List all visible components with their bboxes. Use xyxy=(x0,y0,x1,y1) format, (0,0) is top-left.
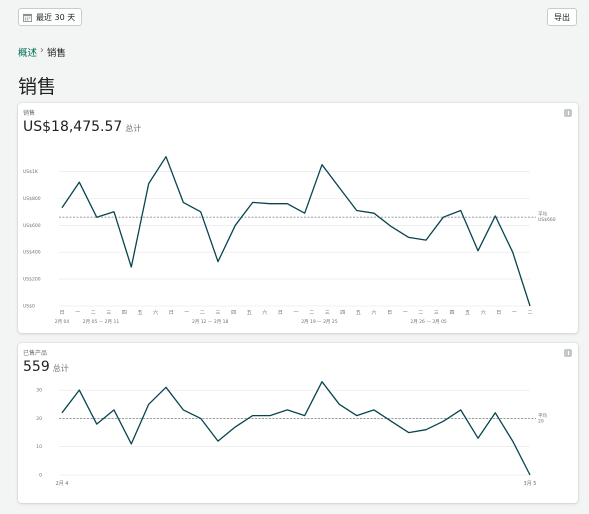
sales-chart-series-line xyxy=(61,156,531,307)
sales-total: US$18,475.57 总计 xyxy=(23,119,141,135)
sales-chart-weekday-tick: 二 xyxy=(91,310,96,316)
sales-chart-weekday-tick: 日 xyxy=(169,310,174,316)
calendar-icon xyxy=(23,13,32,22)
sales-chart-average-value: US$660 xyxy=(538,217,556,223)
sales-chart-date-tick: 2月 19 — 2月 25 xyxy=(301,319,338,325)
sales-chart-weekday-tick: 六 xyxy=(153,309,158,316)
sales-chart-y-tick-label: US$800 xyxy=(23,196,41,202)
breadcrumb: 概述 › 销售 xyxy=(18,45,66,59)
info-icon[interactable] xyxy=(564,349,572,357)
products-chart-average-label: 平均 xyxy=(538,412,547,419)
sales-chart-weekday-tick: 四 xyxy=(231,310,236,316)
sales-chart-weekday-tick: 六 xyxy=(371,309,376,316)
sales-chart-weekday-tick: 四 xyxy=(122,310,127,316)
breadcrumb-separator: › xyxy=(40,45,44,56)
date-range-label: 最近 30 天 xyxy=(36,12,76,22)
sales-chart-weekday-tick: 五 xyxy=(137,310,142,316)
sales-chart-average-label: 平均 xyxy=(538,211,547,218)
products-chart-average-value: 20 xyxy=(538,418,544,424)
products-chart-y-tick-label: 30 xyxy=(36,388,42,394)
sales-chart-weekday-tick: 一 xyxy=(512,310,517,316)
sales-chart-weekday-tick: 日 xyxy=(496,310,501,316)
products-chart-series-line xyxy=(61,381,531,476)
sales-card: 销售 US$18,475.57 总计 US$0 US$200 US$400 US$60… xyxy=(18,103,578,333)
info-icon[interactable] xyxy=(564,109,572,117)
sales-chart-weekday-tick: 三 xyxy=(215,310,220,316)
breadcrumb-overview-link[interactable]: 概述 xyxy=(18,48,38,59)
sales-chart-label: 销售 xyxy=(23,110,36,117)
sales-chart-weekday-tick: 一 xyxy=(403,310,408,316)
sales-chart-y-tick-label: US$400 xyxy=(23,250,41,256)
topbar: 最近 30 天 导出 xyxy=(0,0,589,36)
sales-chart-weekday-tick: 日 xyxy=(278,310,283,316)
sales-chart-weekday-tick: 一 xyxy=(293,310,298,316)
products-total: 559 总计 xyxy=(23,359,69,375)
sales-chart-weekday-tick: 二 xyxy=(200,310,205,316)
sales-total-value: US$18,475.57 xyxy=(23,119,123,135)
date-range-button[interactable]: 最近 30 天 xyxy=(18,8,83,26)
sales-chart-weekday-tick: 五 xyxy=(465,310,470,316)
sales-chart-weekday-tick: 五 xyxy=(247,310,252,316)
sales-chart-y-tick-label: US$600 xyxy=(23,223,41,229)
sales-chart-date-tick: 2月 12 — 2月 18 xyxy=(192,319,229,325)
sales-chart-y-tick-label: US$1K xyxy=(23,169,39,175)
sales-chart-date-tick: 2月 05 — 2月 11 xyxy=(83,319,120,325)
sales-chart-date-tick: 2月 26 — 3月 05 xyxy=(410,319,447,325)
products-sold-card: 已售产品 559 总计 0 10 20 30 平均 20 2月 4 3月 5 xyxy=(18,343,578,503)
products-total-value: 559 xyxy=(23,359,50,375)
sales-chart-y-tick-label: US$0 xyxy=(23,304,35,310)
sales-chart-weekday-tick: 二 xyxy=(309,310,314,316)
breadcrumb-current: 销售 xyxy=(46,48,66,59)
sales-chart-weekday-tick: 二 xyxy=(418,310,423,316)
products-chart-date-tick: 2月 4 xyxy=(56,481,69,487)
products-chart-date-tick: 3月 5 xyxy=(524,481,537,487)
sales-chart-weekday-tick: 一 xyxy=(184,310,189,316)
sales-total-suffix: 总计 xyxy=(125,124,142,133)
sales-chart-weekday-tick: 四 xyxy=(340,310,345,316)
products-chart-y-tick-label: 0 xyxy=(39,473,42,479)
sales-chart-weekday-tick: 三 xyxy=(325,310,330,316)
sales-chart-weekday-tick: 四 xyxy=(449,310,454,316)
sales-chart-y-tick-label: US$200 xyxy=(23,277,41,283)
export-button[interactable]: 导出 xyxy=(547,8,577,26)
sales-line-chart: US$0 US$200 US$400 US$600 US$800 US$1K 平均US$66… xyxy=(23,156,556,325)
sales-chart-date-tick: 2月 04 xyxy=(55,319,70,325)
products-chart-y-tick-label: 10 xyxy=(36,444,42,450)
products-total-suffix: 总计 xyxy=(52,364,69,373)
sales-chart-weekday-tick: 二 xyxy=(527,310,532,316)
sales-chart-weekday-tick: 六 xyxy=(262,309,267,316)
sales-chart-weekday-tick: 六 xyxy=(481,309,486,316)
sales-chart-weekday-tick: 日 xyxy=(59,310,64,316)
products-chart-y-tick-label: 20 xyxy=(36,416,42,422)
sales-chart-weekday-tick: 三 xyxy=(434,310,439,316)
sales-chart-weekday-tick: 五 xyxy=(356,310,361,316)
sales-chart-weekday-tick: 一 xyxy=(75,310,80,316)
sales-chart-weekday-tick: 日 xyxy=(387,310,392,316)
sales-chart-weekday-tick: 三 xyxy=(106,310,111,316)
products-chart-label: 已售产品 xyxy=(23,350,48,357)
page-title: 销售 xyxy=(18,76,57,98)
